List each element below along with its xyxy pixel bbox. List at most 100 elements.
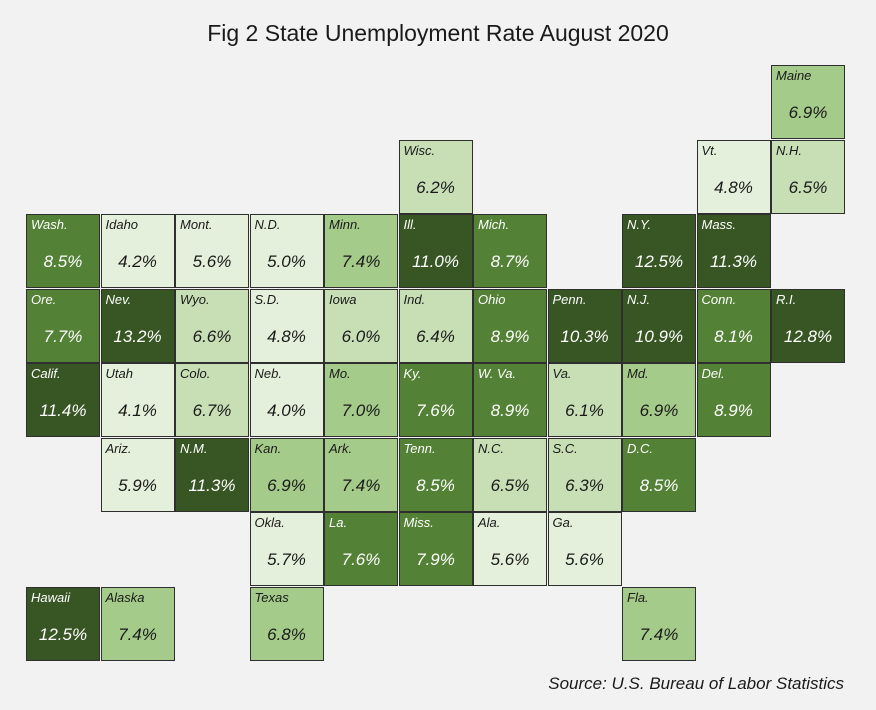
state-label: Wyo. [180, 291, 210, 307]
unemployment-rate-value: 6.5% [788, 177, 828, 197]
state-label: Ohio [478, 291, 506, 307]
state-tile: Penn. 10.3% [547, 288, 622, 363]
state-label: Ala. [478, 515, 501, 530]
state-tile: N.J. 10.9% [622, 288, 696, 363]
state-label: Va. [552, 366, 572, 381]
state-tile: Conn. 8.1% [696, 288, 771, 363]
state-label: Kan. [254, 440, 282, 456]
state-tile: Tenn. 8.5% [398, 437, 473, 512]
state-label: Tenn. [403, 440, 436, 456]
state-tile: Del. 8.9% [696, 363, 771, 437]
state-label: S.C. [552, 440, 578, 456]
state-tile: Vt. 4.8% [696, 139, 771, 214]
state-tile: Ore. 7.7% [26, 288, 100, 363]
state-tile: Wash. 8.5% [26, 214, 100, 288]
unemployment-rate-value: 4.0% [267, 401, 306, 420]
state-label: Maine [776, 68, 812, 83]
state-tile: Miss. 7.9% [398, 512, 473, 586]
state-label: Fla. [627, 589, 649, 605]
state-label: Mo. [329, 366, 351, 381]
state-label: Mass. [701, 217, 737, 232]
unemployment-rate-value: 6.9% [267, 475, 306, 495]
state-label: Vt. [701, 142, 718, 158]
unemployment-rate-value: 4.8% [267, 326, 306, 346]
unemployment-rate-value: 5.7% [267, 550, 306, 569]
state-tile: Fla. 7.4% [622, 586, 696, 661]
state-label: W. Va. [478, 366, 517, 381]
unemployment-rate-value: 7.4% [639, 624, 679, 644]
unemployment-rate-value: 7.6% [341, 550, 381, 569]
unemployment-rate-value: 6.0% [341, 326, 381, 346]
state-tile: N.D. 5.0% [249, 214, 324, 288]
unemployment-rate-value: 7.7% [43, 326, 83, 346]
state-label: N.D. [254, 217, 281, 232]
unemployment-rate-value: 10.9% [634, 326, 684, 346]
state-label: Ky. [403, 366, 422, 381]
unemployment-rate-value: 6.9% [639, 401, 679, 420]
state-tile: N.H. 6.5% [771, 139, 845, 214]
unemployment-rate-value: 8.9% [714, 401, 753, 420]
unemployment-rate-value: 10.3% [560, 326, 609, 346]
state-label: Ind. [403, 291, 426, 307]
unemployment-rate-value: 7.4% [341, 252, 381, 271]
unemployment-rate-value: 8.1% [714, 326, 753, 346]
unemployment-rate-value: 6.1% [565, 401, 604, 420]
state-label: R.I. [776, 291, 797, 307]
state-tile: Mo. 7.0% [324, 363, 398, 437]
state-tile: R.I. 12.8% [771, 288, 845, 363]
state-tile: Iowa 6.0% [324, 288, 398, 363]
unemployment-rate-value: 11.3% [710, 252, 757, 271]
state-label: N.J. [627, 291, 651, 307]
unemployment-rate-value: 5.6% [565, 550, 604, 569]
state-label: Wisc. [403, 142, 436, 158]
unemployment-rate-value: 8.7% [490, 252, 530, 271]
state-label: Iowa [329, 291, 357, 307]
unemployment-rate-value: 5.6% [192, 252, 232, 271]
unemployment-rate-value: 4.2% [118, 252, 157, 271]
state-tile: Ill. 11.0% [398, 214, 473, 288]
state-tile: Ohio 8.9% [473, 288, 547, 363]
unemployment-rate-value: 8.5% [43, 252, 83, 271]
state-label: La. [329, 515, 348, 530]
unemployment-rate-value: 11.4% [39, 401, 87, 420]
state-label: Ill. [403, 217, 417, 232]
state-label: Ark. [329, 440, 353, 456]
unemployment-rate-value: 6.6% [192, 326, 232, 346]
state-label: Utah [105, 366, 133, 381]
state-label: Idaho [105, 217, 139, 232]
unemployment-rate-value: 6.8% [267, 624, 306, 644]
state-label: Del. [701, 366, 725, 381]
state-label: Colo. [180, 366, 211, 381]
unemployment-rate-value: 13.2% [113, 326, 162, 346]
state-tile: Ky. 7.6% [398, 363, 473, 437]
state-tile: Maine 6.9% [771, 65, 845, 139]
state-label: Penn. [552, 291, 587, 307]
state-label: Wash. [31, 217, 68, 232]
state-tile: Wisc. 6.2% [398, 139, 473, 214]
state-tile: Hawaii 12.5% [26, 586, 100, 661]
state-label: Ga. [552, 515, 574, 530]
state-tile: Nev. 13.2% [100, 288, 175, 363]
unemployment-rate-value: 12.5% [38, 624, 88, 644]
state-tile: Colo. 6.7% [175, 363, 249, 437]
unemployment-rate-value: 5.0% [267, 252, 306, 271]
state-tile: N.M. 11.3% [175, 437, 249, 512]
state-tile: Mass. 11.3% [696, 214, 771, 288]
state-tile: Ariz. 5.9% [100, 437, 175, 512]
state-tile: Mich. 8.7% [473, 214, 547, 288]
state-label: N.M. [180, 440, 208, 456]
state-tile: Ala. 5.6% [473, 512, 547, 586]
unemployment-rate-value: 7.0% [341, 401, 381, 420]
unemployment-rate-value: 6.4% [416, 326, 455, 346]
state-label: Miss. [403, 515, 434, 530]
unemployment-rate-value: 11.0% [412, 252, 459, 271]
state-tile: D.C. 8.5% [622, 437, 696, 512]
unemployment-rate-value: 7.9% [416, 550, 455, 569]
unemployment-rate-value: 8.9% [490, 326, 530, 346]
state-tile: Mont. 5.6% [175, 214, 249, 288]
state-label: Neb. [254, 366, 282, 381]
unemployment-rate-value: 8.9% [490, 401, 530, 420]
state-tile: S.C. 6.3% [547, 437, 622, 512]
unemployment-rate-value: 7.6% [416, 401, 455, 420]
